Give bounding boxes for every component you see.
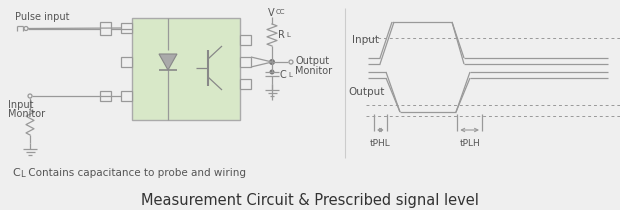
Bar [121, 57, 132, 67]
Text: L: L [288, 72, 292, 78]
Text: L: L [286, 32, 290, 38]
Text: Measurement Circuit & Prescribed signal level: Measurement Circuit & Prescribed signal … [141, 193, 479, 208]
Text: C: C [280, 70, 286, 80]
Circle shape [269, 59, 275, 65]
Bar [100, 91, 111, 101]
Bar [240, 35, 251, 45]
Text: C: C [12, 168, 20, 178]
Text: CC: CC [276, 9, 285, 15]
Text: Monitor: Monitor [8, 109, 45, 119]
Polygon shape [159, 54, 177, 70]
Text: L: L [20, 170, 25, 179]
Text: Input: Input [352, 35, 379, 45]
Text: tPHL: tPHL [370, 139, 391, 148]
Bar [240, 79, 251, 89]
Bar [100, 22, 111, 35]
Text: R: R [278, 30, 285, 40]
Text: V: V [268, 8, 275, 18]
Text: Pulse input: Pulse input [15, 12, 69, 22]
Text: Output: Output [295, 56, 329, 66]
Text: tPLH: tPLH [459, 139, 480, 148]
Bar [121, 23, 132, 33]
Bar [121, 91, 132, 101]
Text: Output: Output [348, 87, 384, 97]
Bar [240, 57, 251, 67]
Text: Contains capacitance to probe and wiring: Contains capacitance to probe and wiring [25, 168, 246, 178]
Text: Monitor: Monitor [295, 66, 332, 76]
Bar [132, 18, 240, 120]
Circle shape [270, 70, 275, 75]
Text: Input: Input [8, 100, 33, 110]
